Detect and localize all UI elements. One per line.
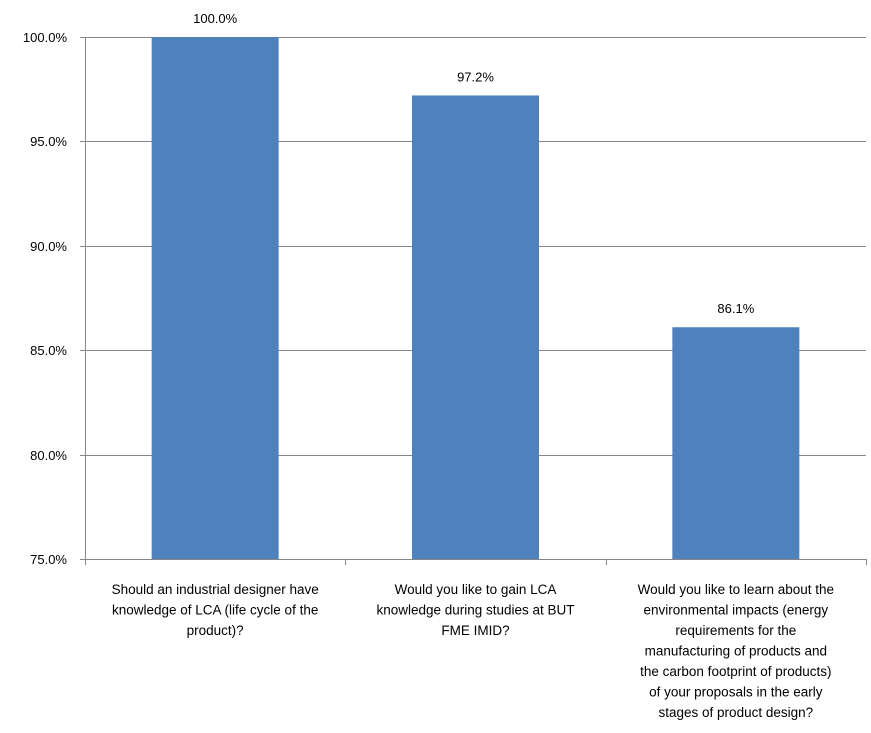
y-tick-labels: 75.0% 80.0% 85.0% 90.0% 95.0% 100.0%: [23, 30, 68, 567]
y-tick-label: 75.0%: [30, 552, 67, 567]
category-label-line: Would you like to gain LCA: [395, 582, 557, 597]
category-label-line: requirements for the: [675, 623, 796, 638]
data-label: 100.0%: [193, 11, 238, 26]
data-label: 86.1%: [717, 301, 754, 316]
category-label-line: Should an industrial designer have: [112, 582, 319, 597]
axes: [80, 37, 867, 565]
y-tick-label: 95.0%: [30, 134, 67, 149]
y-tick-label: 100.0%: [23, 30, 68, 45]
category-label-line: product)?: [187, 623, 244, 638]
category-label-line: manufacturing of products and: [645, 644, 827, 659]
category-label-line: Would you like to learn about the: [638, 582, 834, 597]
category-label-line: knowledge of LCA (life cycle of the: [112, 603, 318, 618]
bar: [151, 37, 279, 559]
category-label: Would you like to gain LCA knowledge duri…: [376, 582, 574, 638]
category-label-line: the carbon footprint of products): [640, 664, 831, 679]
data-labels: 100.0% 97.2% 86.1%: [193, 11, 755, 316]
category-label-line: of your proposals in the early: [649, 685, 823, 700]
category-label: Would you like to learn about the environ…: [638, 582, 834, 720]
category-labels: Should an industrial designer have knowle…: [112, 582, 834, 720]
data-label: 97.2%: [457, 69, 494, 84]
bar: [412, 95, 539, 560]
y-tick-label: 90.0%: [30, 239, 67, 254]
category-label-line: stages of product design?: [659, 705, 814, 720]
bar: [672, 327, 800, 559]
category-label-line: knowledge during studies at BUT: [376, 603, 574, 618]
category-label-line: environmental impacts (energy: [644, 603, 829, 618]
y-tick-label: 85.0%: [30, 343, 67, 358]
category-label: Should an industrial designer have knowle…: [112, 582, 319, 638]
y-tick-label: 80.0%: [30, 448, 67, 463]
category-label-line: FME IMID?: [441, 623, 509, 638]
bars: [151, 37, 800, 560]
